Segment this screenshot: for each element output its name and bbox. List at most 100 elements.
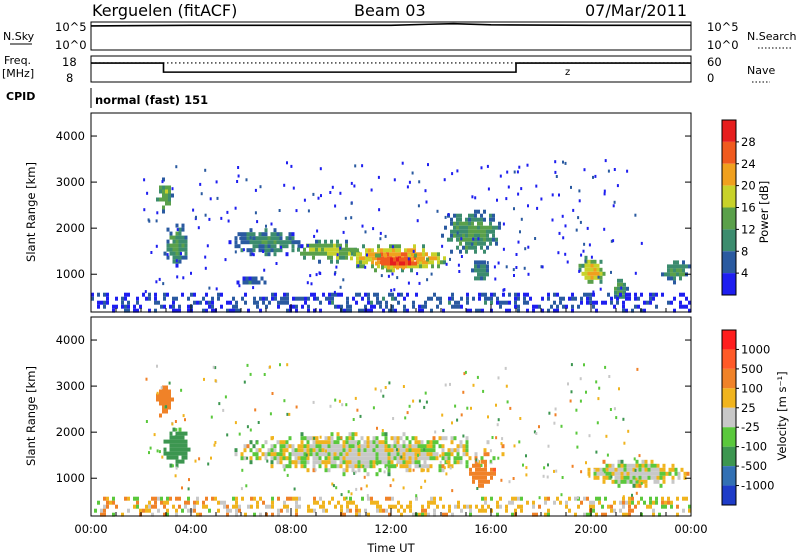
heatmap-cell: [429, 456, 433, 461]
heatmap-cell: [438, 444, 442, 449]
heatmap-cell: [267, 248, 271, 253]
heatmap-cell: [456, 169, 459, 173]
heatmap-cell: [658, 512, 661, 517]
heatmap-cell: [360, 464, 364, 469]
heatmap-cell: [178, 259, 182, 264]
heatmap-cell: [324, 452, 328, 457]
heatmap-cell: [456, 460, 460, 465]
heatmap-cell: [656, 471, 660, 476]
heatmap-cell: [297, 452, 301, 457]
heatmap-cell: [175, 439, 179, 444]
heatmap-cell: [318, 251, 321, 256]
heatmap-cell: [492, 217, 495, 222]
heatmap-cell: [601, 504, 604, 509]
heatmap-cell: [276, 452, 280, 457]
heatmap-cell: [109, 500, 112, 505]
heatmap-cell: [316, 500, 319, 505]
heatmap-cell: [199, 512, 202, 517]
heatmap-cell: [411, 460, 415, 465]
heatmap-cell: [356, 256, 359, 261]
heatmap-cell: [505, 300, 508, 305]
heatmap-cell: [390, 460, 394, 465]
heatmap-cell: [429, 464, 433, 469]
heatmap-cell: [414, 253, 417, 258]
heatmap-cell: [295, 504, 298, 509]
heatmap-cell: [505, 508, 508, 513]
heatmap-cell: [300, 244, 304, 249]
heatmap-cell: [532, 500, 535, 505]
heatmap-cell: [295, 496, 298, 501]
heatmap-cell: [200, 192, 203, 196]
heatmap-cell: [288, 412, 291, 416]
heatmap-cell: [480, 264, 483, 269]
cpid-value: normal (fast) 151: [95, 93, 208, 107]
heatmap-cell: [466, 292, 469, 297]
heatmap-cell: [261, 452, 265, 457]
heatmap-cell: [496, 500, 499, 505]
heatmap-cell: [204, 213, 207, 217]
heatmap-cell: [373, 292, 376, 297]
heatmap-cell: [172, 427, 176, 432]
heatmap-cell: [388, 292, 391, 297]
heatmap-cell: [127, 300, 130, 305]
heatmap-cell: [523, 266, 526, 270]
heatmap-cell: [626, 475, 630, 480]
heatmap-cell: [560, 493, 563, 497]
x-tick-label: 16:00: [474, 522, 507, 536]
heatmap-cell: [490, 292, 493, 297]
heatmap-cell: [241, 468, 244, 472]
heatmap-cell: [413, 244, 416, 249]
heatmap-cell: [375, 261, 378, 266]
heatmap-cell: [414, 261, 417, 266]
heatmap-cell: [388, 308, 391, 313]
heatmap-cell: [283, 296, 286, 301]
heatmap-cell: [345, 436, 349, 441]
heatmap-cell: [459, 213, 462, 218]
heatmap-cell: [484, 463, 487, 468]
heatmap-cell: [306, 460, 310, 465]
heatmap-cell: [361, 496, 364, 501]
heatmap-cell: [495, 436, 498, 440]
heatmap-cell: [295, 500, 298, 505]
heatmap-cell: [489, 217, 492, 222]
heatmap-cell: [343, 496, 346, 501]
heatmap-cell: [650, 471, 654, 476]
y-tick-label: 3000: [56, 175, 85, 189]
heatmap-cell: [676, 260, 679, 265]
heatmap-cell: [367, 296, 370, 301]
heatmap-cell: [450, 217, 453, 222]
heatmap-cell: [349, 508, 352, 513]
heatmap-cell: [393, 464, 397, 469]
heatmap-cell: [443, 260, 446, 265]
heatmap-cell: [276, 248, 280, 253]
heatmap-cell: [165, 389, 168, 394]
heatmap-cell: [240, 240, 244, 245]
heatmap-cell: [474, 260, 477, 265]
heatmap-cell: [622, 417, 625, 421]
heatmap-cell: [350, 216, 353, 220]
heatmap-cell: [402, 456, 406, 461]
heatmap-cell: [193, 300, 196, 305]
colorbar-tick-label: 20: [741, 179, 756, 193]
heatmap-cell: [472, 296, 475, 301]
heatmap-cell: [267, 252, 271, 257]
heatmap-cell: [616, 300, 619, 305]
heatmap-cell: [262, 300, 265, 305]
heatmap-cell: [587, 259, 591, 264]
heatmap-cell: [345, 444, 349, 449]
heatmap-cell: [596, 263, 600, 268]
heatmap-cell: [332, 484, 335, 488]
heatmap-cell: [350, 256, 353, 261]
heatmap-cell: [184, 243, 188, 248]
heatmap-cell: [583, 242, 586, 246]
heatmap-cell: [184, 418, 186, 422]
heatmap-cell: [459, 460, 463, 465]
heatmap-cell: [339, 460, 343, 465]
heatmap-cell: [334, 292, 337, 297]
heatmap-cell: [409, 500, 412, 505]
heatmap-cell: [399, 257, 402, 262]
heatmap-cell: [421, 508, 424, 513]
heatmap-cell: [159, 189, 162, 194]
heatmap-cell: [547, 292, 550, 297]
heatmap-cell: [315, 460, 319, 465]
